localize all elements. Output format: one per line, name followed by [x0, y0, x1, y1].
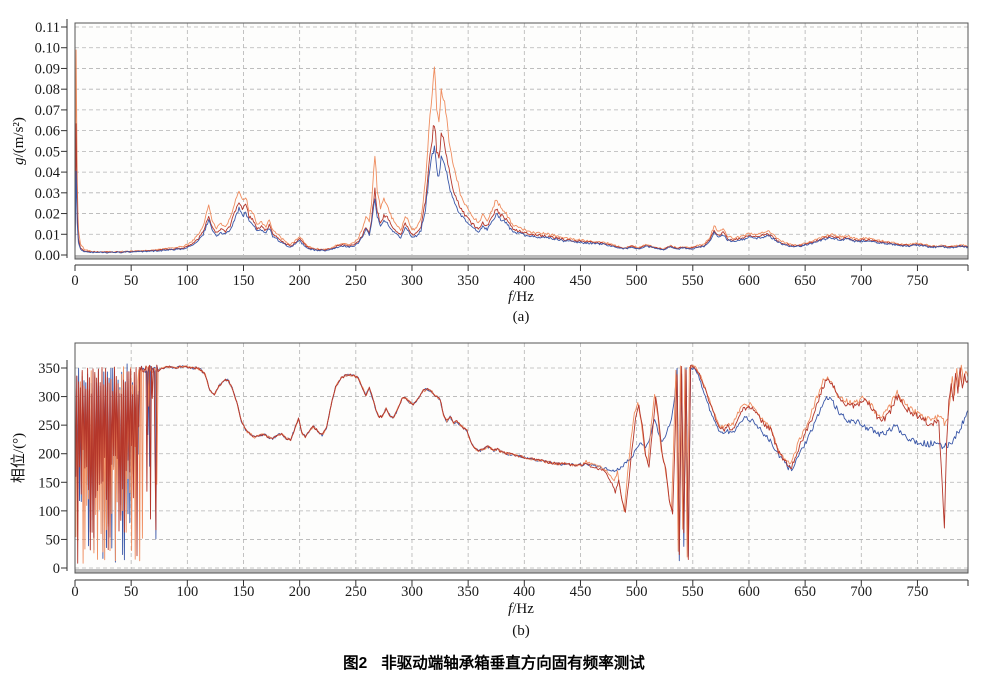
svg-text:0.00: 0.00	[35, 248, 60, 264]
amplitude-gridlines	[75, 23, 968, 259]
svg-text:50: 50	[124, 584, 139, 600]
amplitude-chart: 0 50 100 150 200 250 300 350 400 450 500 550 600 650 7…	[35, 19, 969, 289]
svg-text:50: 50	[124, 273, 139, 289]
svg-text:0.01: 0.01	[35, 227, 60, 243]
svg-text:550: 550	[682, 273, 704, 289]
phase-x-axis-label: f/Hz	[508, 601, 534, 617]
amplitude-series-sensor-blue	[74, 145, 969, 254]
svg-text:250: 250	[345, 273, 367, 289]
svg-text:450: 450	[570, 273, 592, 289]
amplitude-x-axis-label: f/Hz	[508, 289, 534, 305]
phase-x-axis-unit: /Hz	[512, 601, 534, 617]
amplitude-y-axis-label: g/(m/s²)	[11, 117, 27, 165]
svg-text:600: 600	[738, 273, 760, 289]
phase-chart: 0 50 100 150 200 250 300 350 400 450 500 550 600 650 7…	[38, 342, 969, 600]
amplitude-plot-border	[74, 22, 969, 260]
svg-text:100: 100	[176, 273, 198, 289]
svg-text:0.09: 0.09	[35, 61, 60, 77]
phase-plot-border	[74, 342, 969, 574]
svg-text:200: 200	[289, 584, 311, 600]
svg-text:200: 200	[38, 447, 60, 463]
svg-text:750: 750	[907, 273, 929, 289]
svg-text:300: 300	[401, 273, 423, 289]
figure-caption: 图2 非驱动端轴承箱垂直方向固有频率测试	[343, 651, 645, 673]
amplitude-series-group	[74, 49, 969, 255]
svg-text:700: 700	[850, 273, 872, 289]
svg-text:0: 0	[53, 561, 60, 577]
svg-text:200: 200	[289, 273, 311, 289]
svg-text:600: 600	[738, 584, 760, 600]
phase-baseline-band	[75, 569, 968, 573]
svg-text:0.03: 0.03	[35, 186, 60, 202]
amplitude-axes	[61, 19, 969, 271]
svg-text:0.10: 0.10	[35, 41, 60, 57]
amplitude-plot-area	[75, 23, 968, 259]
svg-text:0.11: 0.11	[35, 20, 60, 36]
svg-text:100: 100	[38, 504, 60, 520]
svg-text:350: 350	[38, 361, 60, 377]
phase-y-axis-label: 相位/(°)	[11, 432, 27, 484]
svg-text:300: 300	[38, 390, 60, 406]
phase-series-sensor-red	[74, 364, 969, 564]
phase-tick-labels: 0 50 100 150 200 250 300 350 400 450 500 550 600 650 7…	[38, 361, 928, 600]
svg-text:0.05: 0.05	[35, 144, 60, 160]
svg-text:0.06: 0.06	[35, 124, 60, 140]
svg-text:150: 150	[233, 273, 255, 289]
svg-text:400: 400	[513, 273, 535, 289]
svg-text:500: 500	[626, 273, 648, 289]
phase-sublabel: (b)	[512, 623, 530, 639]
svg-text:750: 750	[907, 584, 929, 600]
svg-text:400: 400	[513, 584, 535, 600]
svg-text:0: 0	[71, 273, 78, 289]
svg-text:350: 350	[457, 584, 479, 600]
amplitude-baseline-band	[75, 255, 968, 259]
svg-text:150: 150	[233, 584, 255, 600]
svg-text:700: 700	[850, 584, 872, 600]
svg-text:0.08: 0.08	[35, 82, 60, 98]
svg-text:300: 300	[401, 584, 423, 600]
svg-text:100: 100	[176, 584, 198, 600]
svg-text:150: 150	[38, 475, 60, 491]
svg-text:0.02: 0.02	[35, 207, 60, 223]
svg-text:250: 250	[345, 584, 367, 600]
svg-text:50: 50	[46, 532, 61, 548]
figure-caption-number: 图2	[343, 655, 368, 672]
amplitude-y-axis-symbol: g	[11, 157, 27, 165]
amplitude-tick-labels: 0 50 100 150 200 250 300 350 400 450 500 550 600 650 7…	[35, 20, 929, 289]
svg-text:550: 550	[682, 584, 704, 600]
amplitude-x-axis-symbol: f	[508, 289, 513, 305]
phase-axes	[61, 360, 969, 586]
figure-caption-text: 非驱动端轴承箱垂直方向固有频率测试	[381, 655, 645, 672]
amplitude-x-axis-unit: /Hz	[512, 289, 534, 305]
amplitude-y-axis-unit: /(m/s²)	[11, 117, 27, 158]
phase-series-group	[74, 363, 969, 564]
svg-text:0.04: 0.04	[35, 165, 61, 181]
svg-text:450: 450	[570, 584, 592, 600]
svg-text:0: 0	[71, 584, 78, 600]
svg-text:650: 650	[794, 273, 816, 289]
svg-text:650: 650	[794, 584, 816, 600]
amplitude-series-sensor-orange	[74, 49, 969, 254]
svg-text:350: 350	[457, 273, 479, 289]
amplitude-sublabel: (a)	[512, 309, 530, 325]
svg-text:500: 500	[626, 584, 648, 600]
phase-gridlines	[75, 343, 968, 573]
svg-text:0.07: 0.07	[35, 103, 60, 119]
svg-text:250: 250	[38, 418, 60, 434]
phase-x-axis-symbol: f	[508, 601, 513, 617]
phase-plot-area	[75, 343, 968, 573]
